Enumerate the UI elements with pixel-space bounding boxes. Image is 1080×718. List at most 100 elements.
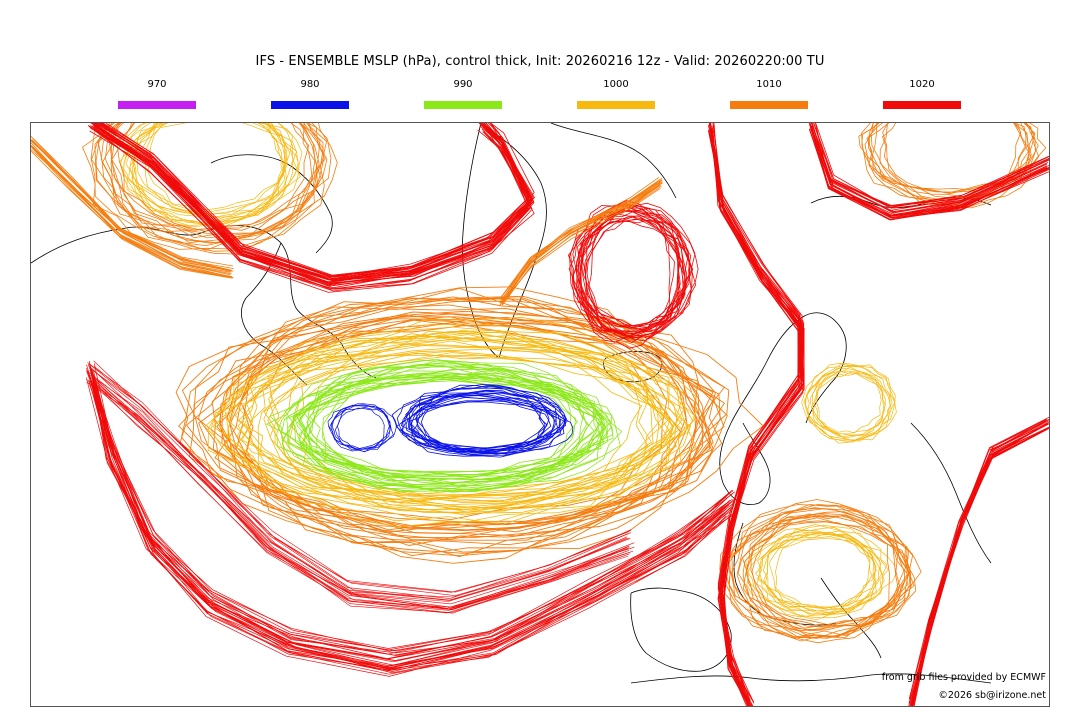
contour-1020 bbox=[89, 366, 627, 602]
contour-1010 bbox=[866, 123, 1036, 209]
contour-1000 bbox=[263, 323, 697, 514]
contour-1000 bbox=[212, 340, 691, 511]
coastline-africa-north bbox=[630, 673, 992, 684]
coastline-labrador bbox=[241, 242, 308, 386]
legend-swatch-1000 bbox=[577, 101, 655, 109]
contour-1010 bbox=[116, 123, 322, 239]
legend-label-1010: 1010 bbox=[756, 79, 782, 90]
contour-1000 bbox=[756, 531, 874, 611]
contour-1000 bbox=[268, 329, 663, 502]
contour-1020 bbox=[92, 373, 730, 663]
contour-990 bbox=[292, 376, 605, 486]
contour-1010 bbox=[31, 135, 233, 267]
contour-1020 bbox=[94, 382, 634, 610]
coastline-greenland bbox=[461, 123, 547, 359]
legend-swatch-980 bbox=[271, 101, 349, 109]
legend-swatch-1010 bbox=[730, 101, 808, 109]
contour-1020 bbox=[908, 419, 1047, 700]
contour-1020 bbox=[910, 429, 1047, 706]
contour-1010 bbox=[94, 123, 338, 244]
contour-980 bbox=[408, 400, 566, 455]
contour-1020 bbox=[91, 369, 733, 654]
contour-1020 bbox=[908, 418, 1049, 704]
map-frame bbox=[30, 122, 1050, 707]
contour-1020 bbox=[912, 423, 1049, 704]
contour-1000 bbox=[755, 537, 897, 610]
contour-1000 bbox=[269, 316, 685, 511]
contour-1020 bbox=[92, 380, 731, 677]
contour-1010 bbox=[31, 147, 230, 279]
contour-1000 bbox=[806, 363, 897, 443]
contour-1010 bbox=[728, 512, 912, 627]
contour-980 bbox=[391, 393, 560, 450]
contour-1020 bbox=[708, 129, 805, 706]
contour-1010 bbox=[95, 123, 316, 247]
contour-1020 bbox=[567, 210, 692, 331]
contour-1020 bbox=[579, 215, 675, 333]
contour-1020 bbox=[908, 422, 1049, 706]
contour-1000 bbox=[764, 527, 876, 619]
contour-980 bbox=[400, 389, 567, 449]
contour-1000 bbox=[231, 343, 668, 500]
contour-1020 bbox=[87, 364, 727, 655]
contour-1020 bbox=[910, 421, 1049, 705]
contour-1000 bbox=[763, 534, 877, 609]
contour-1010 bbox=[240, 319, 696, 537]
contour-1020 bbox=[815, 123, 1049, 209]
contour-990 bbox=[281, 373, 621, 488]
contour-1020 bbox=[911, 419, 1048, 703]
coastline-iberia bbox=[630, 587, 732, 672]
contour-1000 bbox=[775, 533, 875, 609]
contour-1010 bbox=[730, 515, 915, 632]
legend-label-990: 990 bbox=[453, 79, 473, 90]
contour-1020 bbox=[910, 427, 1049, 706]
contour-1010 bbox=[727, 520, 910, 631]
contour-1020 bbox=[86, 364, 729, 656]
coastline-arctic-islands bbox=[550, 123, 677, 199]
legend-label-970: 970 bbox=[147, 79, 167, 90]
contour-1020 bbox=[90, 379, 727, 671]
map-canvas bbox=[31, 123, 1049, 706]
contour-1020 bbox=[913, 423, 1048, 706]
contour-1010 bbox=[31, 145, 232, 275]
contour-1020 bbox=[584, 218, 684, 335]
coastline-scandinavia bbox=[730, 312, 847, 424]
contour-1010 bbox=[111, 123, 328, 231]
contour-1020 bbox=[89, 127, 532, 290]
contour-1010 bbox=[750, 513, 908, 625]
contour-990 bbox=[308, 376, 607, 484]
contour-1020 bbox=[86, 370, 737, 662]
copyright-credit: ©2026 sb@irizone.net bbox=[938, 690, 1046, 701]
contour-1010 bbox=[502, 181, 663, 303]
contour-1020 bbox=[809, 123, 1049, 212]
contour-1000 bbox=[210, 355, 677, 506]
contour-1020 bbox=[94, 377, 635, 605]
contour-1020 bbox=[85, 368, 734, 656]
contour-980 bbox=[331, 407, 385, 453]
contour-1010 bbox=[751, 503, 901, 639]
contour-990 bbox=[292, 377, 605, 473]
contour-1010 bbox=[882, 123, 1022, 200]
contour-1000 bbox=[811, 370, 882, 434]
contour-1020 bbox=[90, 375, 635, 608]
contour-1010 bbox=[31, 145, 231, 276]
contour-1000 bbox=[128, 123, 303, 223]
contour-1020 bbox=[912, 423, 1049, 706]
contour-1000 bbox=[809, 373, 886, 439]
contour-980 bbox=[408, 397, 561, 453]
contour-980 bbox=[396, 387, 567, 450]
contour-1020 bbox=[87, 370, 631, 601]
contour-1010 bbox=[188, 316, 708, 546]
contour-980 bbox=[331, 404, 397, 450]
contour-1010 bbox=[500, 179, 663, 298]
contour-990 bbox=[276, 373, 600, 493]
source-credit: from grib files provided by ECMWF bbox=[881, 672, 1046, 683]
contour-1020 bbox=[569, 205, 689, 338]
legend-swatch-1020 bbox=[883, 101, 961, 109]
legend-label-1020: 1020 bbox=[909, 79, 935, 90]
contour-1020 bbox=[92, 370, 727, 660]
contour-1010 bbox=[104, 123, 326, 231]
contour-1000 bbox=[804, 368, 891, 444]
contour-990 bbox=[298, 375, 608, 490]
contour-1020 bbox=[908, 416, 1049, 699]
